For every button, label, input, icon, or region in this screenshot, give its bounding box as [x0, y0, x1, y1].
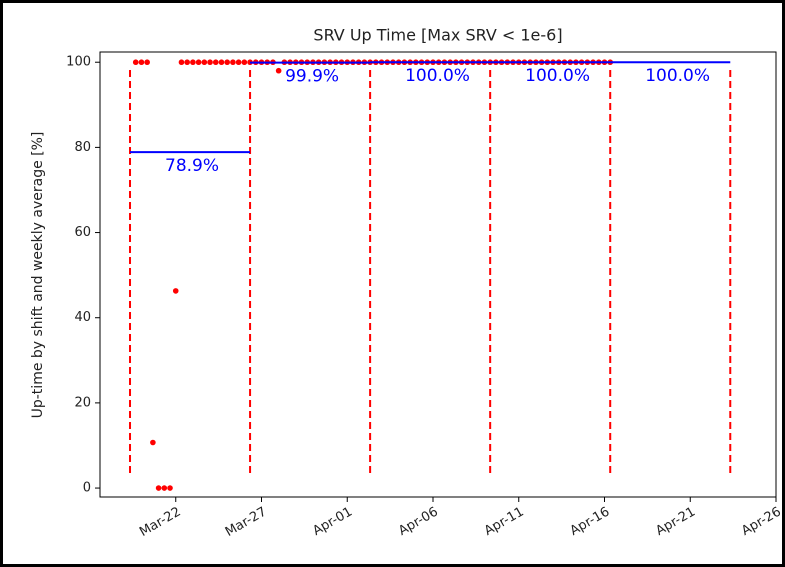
data-point: [230, 59, 236, 66]
data-point: [167, 485, 173, 491]
average-label: 100.0%: [645, 66, 710, 86]
data-point: [150, 439, 156, 446]
data-point: [155, 485, 162, 491]
data-point: [241, 59, 248, 66]
y-tick-label: 40: [74, 310, 91, 325]
data-point: [235, 59, 242, 66]
y-tick-label: 0: [83, 481, 91, 496]
y-tick-label: 100: [66, 55, 91, 70]
average-label: 100.0%: [525, 66, 590, 86]
data-point: [201, 59, 208, 66]
chart-title: SRV Up Time [Max SRV < 1e-6]: [313, 26, 562, 45]
data-point: [184, 59, 190, 66]
plot-area: [99, 51, 777, 498]
y-tick-label: 60: [74, 225, 91, 240]
y-tick-label: 20: [74, 395, 91, 410]
data-point: [190, 59, 196, 66]
average-label: 99.9%: [285, 67, 339, 87]
data-point: [178, 59, 185, 66]
average-label: 78.9%: [165, 156, 219, 176]
y-tick-label: 80: [74, 140, 91, 155]
data-point: [195, 59, 202, 66]
data-point: [212, 59, 219, 66]
y-axis-label: Up-time by shift and weekly average [%]: [30, 132, 46, 419]
data-point: [218, 59, 225, 66]
data-point: [275, 67, 282, 74]
data-point: [132, 59, 139, 66]
data-point: [144, 59, 150, 66]
data-point: [161, 485, 168, 491]
data-point: [207, 59, 213, 66]
data-point: [138, 59, 145, 66]
data-point: [172, 288, 179, 294]
data-point: [224, 59, 230, 66]
average-label: 100.0%: [405, 66, 470, 86]
